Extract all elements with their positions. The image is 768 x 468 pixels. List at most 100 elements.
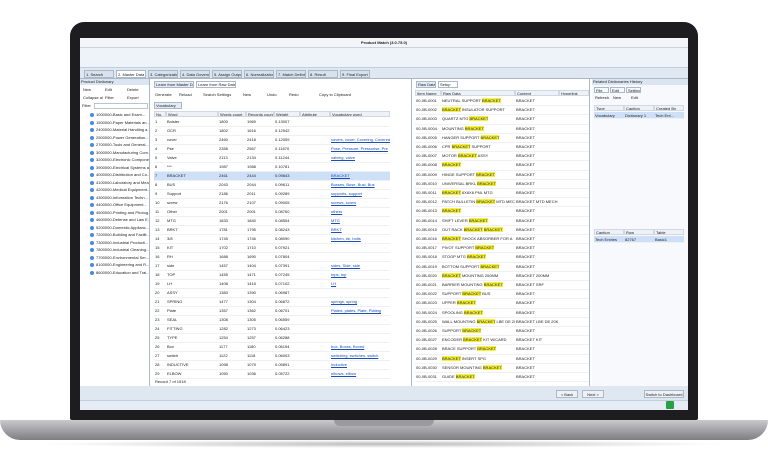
toolbar-button[interactable]: Redo [289, 92, 299, 97]
toolbar-button[interactable]: Search Settings [203, 92, 232, 97]
table-row[interactable] [415, 290, 589, 300]
table-row[interactable] [154, 136, 390, 145]
table-row[interactable] [415, 180, 589, 189]
table-row[interactable] [415, 345, 589, 355]
toolbar-button[interactable]: New [243, 92, 252, 97]
tree-item[interactable]: 3000000-Manufacturing Com... [96, 150, 150, 155]
tree-item[interactable]: 3200000-Electronic Compone... [96, 158, 150, 162]
sub-tab[interactable]: Vocabulary [154, 102, 182, 109]
table-row[interactable] [415, 189, 589, 199]
table-row[interactable] [415, 171, 589, 180]
table-row[interactable] [154, 154, 390, 163]
dashboard-button[interactable]: Switch to Dashboard [644, 390, 684, 398]
table-row[interactable] [154, 289, 390, 298]
toolbar-button[interactable]: Collapse all [83, 95, 103, 100]
step-tab[interactable]: 1. Search [84, 70, 114, 78]
toolbar-button[interactable]: Refresh [595, 95, 610, 100]
sub-tab[interactable]: File [594, 87, 609, 93]
table-row[interactable] [594, 112, 684, 119]
table-row[interactable] [154, 298, 390, 307]
table-row[interactable] [154, 172, 390, 181]
table-row[interactable] [415, 97, 589, 107]
step-tab[interactable]: 9. Final Export [340, 70, 370, 78]
table-row[interactable] [415, 207, 589, 217]
table-row[interactable] [415, 318, 589, 327]
tree-item[interactable]: 4000000-Distribution and Co... [96, 173, 150, 177]
step-tab[interactable]: 5. Assign Output [212, 70, 242, 78]
table-row[interactable] [154, 199, 390, 208]
step-tab[interactable]: 3. Categorization [148, 70, 178, 78]
table-row[interactable] [415, 281, 589, 291]
tree-item[interactable]: 4500000-Printing and Photog... [96, 210, 150, 215]
table-row[interactable] [415, 134, 589, 143]
table-row[interactable] [415, 327, 589, 337]
toolbar-button[interactable]: Edit [105, 87, 112, 92]
tree-item[interactable]: 7200000-Building and Facilit... [96, 233, 150, 237]
table-row[interactable] [154, 235, 390, 244]
table-row[interactable] [154, 262, 390, 271]
step-tab[interactable]: 2. Master Data [116, 70, 146, 78]
table-row[interactable] [154, 361, 390, 370]
tree-item[interactable]: 8100000-Engineering and R... [96, 263, 150, 267]
tree-item[interactable]: 2400000-Material Handling a... [96, 128, 150, 132]
table-row[interactable] [415, 161, 589, 171]
sub-tab[interactable]: Learn from Master Data [154, 81, 194, 88]
table-row[interactable] [415, 152, 589, 162]
table-row[interactable] [415, 106, 589, 116]
table-row[interactable] [415, 309, 589, 318]
table-row[interactable] [415, 299, 589, 309]
table-row[interactable] [154, 370, 390, 379]
table-row[interactable] [154, 271, 390, 280]
table-row[interactable] [415, 143, 589, 153]
table-row[interactable] [154, 226, 390, 235]
tree-item[interactable]: 8600000-Education and Trai... [96, 270, 150, 275]
table-row[interactable] [415, 198, 589, 208]
tree-item[interactable]: 4600000-Defense and Law E... [96, 218, 150, 222]
table-row[interactable] [154, 280, 390, 289]
step-tab[interactable]: 8. Result [308, 70, 338, 78]
tree-item[interactable]: 5200000-Domestic Applianc... [96, 225, 150, 230]
table-row[interactable] [415, 355, 589, 364]
tree-item[interactable]: 1000000-Basic and Exam... [96, 113, 146, 117]
table-row[interactable] [415, 336, 589, 346]
table-row[interactable] [415, 263, 589, 272]
sub-tab[interactable]: Learn from Raw Data [196, 81, 236, 88]
table-row[interactable] [415, 244, 589, 254]
toolbar-button[interactable]: New [613, 95, 622, 100]
table-row[interactable] [154, 316, 390, 325]
tree-item[interactable]: 2700000-Tools and General... [96, 143, 149, 147]
table-row[interactable] [415, 226, 589, 235]
table-row[interactable] [154, 145, 390, 154]
table-row[interactable] [415, 253, 589, 263]
table-row[interactable] [154, 253, 390, 262]
toolbar-button[interactable]: Export [127, 95, 139, 100]
sub-tab[interactable]: Edit [610, 87, 625, 93]
table-row[interactable] [154, 127, 390, 136]
toolbar-button[interactable]: Generate [155, 92, 172, 97]
toolbar-button[interactable]: Filter [105, 95, 114, 100]
tree-item[interactable]: 2500000-Power Generation... [96, 135, 149, 140]
toolbar-button[interactable]: Delete [127, 87, 139, 92]
table-row[interactable] [415, 115, 589, 125]
tree-item[interactable]: 7300000-Industrial Producti... [96, 240, 149, 245]
table-row[interactable] [415, 235, 589, 245]
tree-item[interactable]: 4200000-Medical Equipment... [96, 188, 150, 192]
sub-tab[interactable]: Setup [438, 81, 458, 88]
tree-item[interactable]: 4100000-Laboratory and Mea... [96, 180, 150, 185]
table-row[interactable] [154, 244, 390, 253]
tree-item[interactable]: 7800000-Industrial Cleaning... [96, 248, 150, 252]
table-row[interactable] [154, 307, 390, 316]
table-row[interactable] [154, 217, 390, 226]
table-row[interactable] [154, 208, 390, 217]
table-row[interactable] [154, 181, 390, 190]
toolbar-button[interactable]: Reload [179, 92, 192, 97]
next-button[interactable]: Next > [582, 390, 604, 398]
table-row[interactable] [154, 325, 390, 334]
toolbar-button[interactable]: Edit [631, 95, 638, 100]
table-row[interactable] [415, 364, 589, 373]
table-row[interactable] [415, 272, 589, 281]
table-row[interactable] [154, 118, 390, 127]
table-row[interactable] [154, 163, 390, 172]
step-tab[interactable]: 6. Normalization [244, 70, 274, 78]
sub-tab[interactable]: Raw Data [416, 81, 436, 88]
